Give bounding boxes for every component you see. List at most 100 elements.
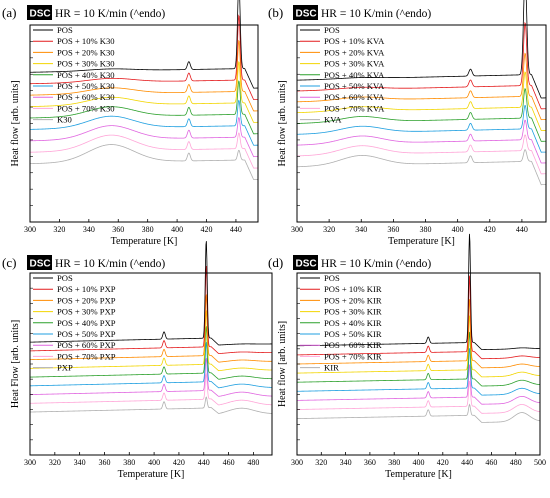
- x-tick-label: 300: [291, 225, 303, 234]
- panel-label: (b): [268, 5, 283, 20]
- series-line-5: [29, 326, 272, 380]
- x-tick-label: 380: [142, 225, 154, 234]
- dsc-badge: [27, 5, 52, 20]
- legend-entry: POS + 30% K30: [57, 59, 115, 69]
- legend-entry: POS + 30% KVA: [324, 59, 385, 69]
- y-axis-label: Heat flow [arb. units]: [277, 321, 288, 407]
- legend-entry: POS + 10% KVA: [324, 36, 385, 46]
- y-axis-label: Heat Flow [arb. units]: [10, 320, 21, 408]
- legend-entry: POS + 10% PXP: [57, 284, 116, 294]
- x-tick-label: 320: [323, 225, 335, 234]
- legend-entry: POS + 30% KIR: [324, 307, 382, 317]
- legend-entry: K30: [57, 115, 72, 125]
- series-line-6: [29, 342, 273, 389]
- x-tick-label: 360: [112, 225, 124, 234]
- series-line-1: [29, 0, 259, 89]
- x-tick-label: 340: [340, 458, 352, 467]
- legend-entry: POS + 60% KVA: [324, 92, 385, 102]
- x-tick-label: 440: [461, 458, 473, 467]
- x-tick-label: 480: [247, 458, 259, 467]
- series-line-7: [296, 364, 541, 405]
- legend-entry: POS: [57, 25, 73, 35]
- legend-entry: POS + 40% PXP: [57, 318, 116, 328]
- legend-entry: POS + 50% KVA: [324, 81, 385, 91]
- legend-entry: POS + 40% K30: [57, 70, 115, 80]
- x-axis-label: Temperature [K]: [111, 236, 178, 247]
- x-tick-label: 360: [98, 458, 110, 467]
- legend-entry: POS + 70% KIR: [324, 351, 382, 361]
- x-axis-label: Temperature [K]: [118, 469, 185, 480]
- x-tick-label: 340: [355, 225, 367, 234]
- series-line-4: [296, 71, 547, 131]
- series-line-5: [30, 80, 259, 135]
- series-line-8: [296, 134, 547, 175]
- x-tick-label: 320: [49, 458, 61, 467]
- x-tick-label: 380: [388, 458, 400, 467]
- x-axis-label: Temperature [K]: [385, 469, 452, 480]
- series-line-3: [296, 52, 547, 121]
- series-line-7: [29, 117, 258, 158]
- legend-entry: POS + 20% KVA: [324, 47, 385, 57]
- legend-entry: POS + 70% PXP: [57, 351, 116, 361]
- series-line-2: [29, 265, 272, 354]
- panel-label: (a): [2, 5, 16, 20]
- legend-entry: POS + 40% KIR: [324, 318, 382, 328]
- x-tick-label: 300: [291, 458, 303, 467]
- legend-entry: POS: [324, 273, 340, 283]
- x-tick-label: 420: [173, 458, 185, 467]
- series-line-9: [29, 396, 273, 414]
- legend-entry: PXP: [57, 363, 73, 373]
- x-tick-label: 420: [201, 225, 213, 234]
- x-tick-label: 340: [74, 458, 86, 467]
- series-line-3: [29, 294, 272, 363]
- x-tick-label: 400: [413, 458, 425, 467]
- x-tick-label: 400: [171, 225, 183, 234]
- panel-c: (c) DSC HR = 10 K/min (^endo) 300 320 340 360 3…: [2, 241, 273, 480]
- panel-label: (d): [268, 255, 283, 270]
- series-line-4: [29, 310, 272, 372]
- series-line-4: [296, 315, 541, 378]
- legend-entry: POS + 10% K30: [57, 36, 115, 46]
- series-line-2: [296, 275, 541, 360]
- series-line-3: [296, 299, 541, 369]
- legend-entry: POS + 60% KIR: [324, 340, 382, 350]
- series-line-9: [296, 403, 541, 423]
- series-line-7: [29, 357, 273, 397]
- dsc-badge-text: DSC: [296, 9, 317, 20]
- x-tick-label: 300: [24, 458, 36, 467]
- legend-entry: POS + 40% KVA: [324, 70, 385, 80]
- y-axis-label: Heat flow [arb. units]: [10, 80, 21, 166]
- legend-entry: POS + 70% KVA: [324, 103, 385, 113]
- x-tick-label: 360: [364, 458, 376, 467]
- legend-entry: POS + 50% K30: [57, 81, 115, 91]
- legend-entry: POS + 50% PXP: [57, 329, 116, 339]
- y-axis-label: Heat flow [arb. units]: [277, 80, 288, 166]
- series-line-8: [296, 380, 541, 414]
- x-tick-label: 320: [315, 458, 327, 467]
- series-line-2: [29, 14, 258, 100]
- legend-entry: POS + 70% K30: [57, 103, 115, 113]
- series-line-8: [29, 372, 273, 406]
- panel-b: (b) DSC HR = 10 K/min (^endo) 300 320 340 360 3…: [268, 0, 547, 247]
- x-tick-label: 300: [24, 225, 36, 234]
- x-tick-label: 380: [420, 225, 432, 234]
- x-tick-label: 440: [198, 458, 210, 467]
- dsc-badge: [27, 255, 52, 270]
- dsc-badge-text: DSC: [30, 259, 51, 270]
- panel-a: (a) DSC HR = 10 K/min (^endo) 300 320 340 360 3…: [2, 0, 259, 247]
- x-tick-label: 480: [510, 458, 522, 467]
- series-line-1: [29, 241, 272, 346]
- series-line-5: [296, 331, 541, 387]
- heating-rate-label: HR = 10 K/min (^endo): [321, 258, 431, 270]
- dsc-badge: [293, 255, 318, 270]
- series-line-6: [296, 348, 541, 396]
- series-line-2: [296, 21, 547, 110]
- x-tick-label: 460: [223, 458, 235, 467]
- series-line-6: [296, 104, 547, 153]
- heating-rate-label: HR = 10 K/min (^endo): [55, 258, 165, 270]
- x-tick-label: 360: [387, 225, 399, 234]
- x-tick-label: 460: [485, 458, 497, 467]
- series-line-4: [29, 60, 259, 123]
- dsc-badge-text: DSC: [30, 9, 51, 20]
